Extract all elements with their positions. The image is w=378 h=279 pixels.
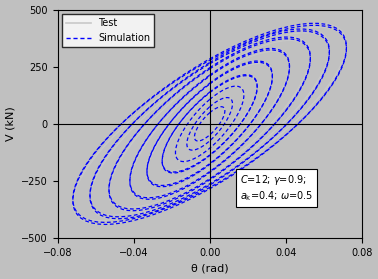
Y-axis label: V (kN): V (kN) xyxy=(6,107,15,141)
X-axis label: θ (rad): θ (rad) xyxy=(191,263,228,273)
Legend: Test, Simulation: Test, Simulation xyxy=(62,15,155,47)
Text: $C$=12; $\gamma$=0.9;
$a_\mathrm{k}$=0.4; $\omega$=0.5: $C$=12; $\gamma$=0.9; $a_\mathrm{k}$=0.4… xyxy=(240,173,313,203)
